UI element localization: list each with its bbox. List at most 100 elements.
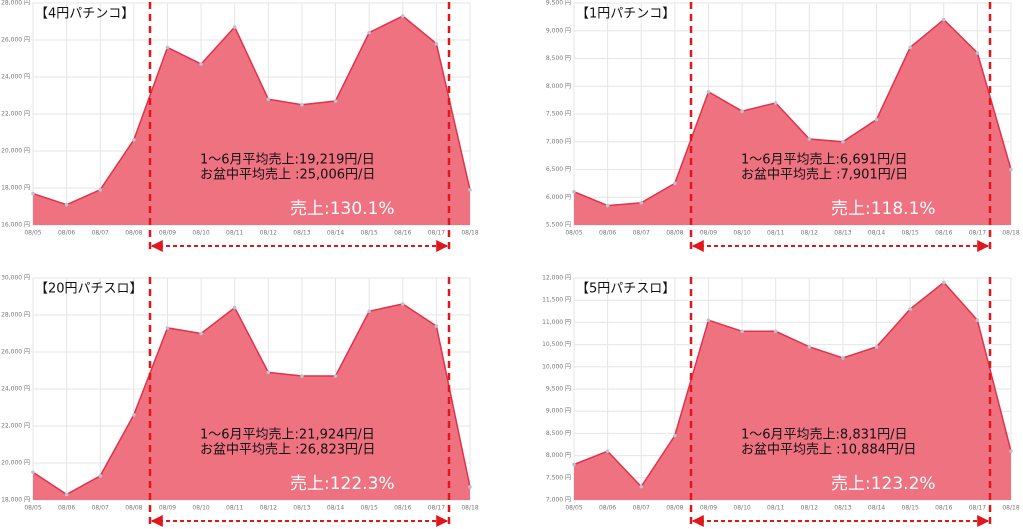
point [468, 188, 472, 192]
y-tick-label: 8,500 円 [546, 55, 571, 62]
x-tick-label: 08/18 [461, 505, 478, 512]
point [908, 307, 912, 311]
y-tick-label: 16,000 円 [1, 222, 30, 229]
point [1009, 167, 1013, 172]
point [605, 449, 610, 453]
x-tick-label: 08/11 [767, 505, 784, 512]
point [132, 138, 136, 142]
x-tick-label: 08/15 [902, 230, 919, 237]
point [941, 280, 946, 285]
area [33, 303, 470, 500]
x-tick-label: 08/17 [428, 505, 445, 512]
y-tick-label: 24,000 円 [1, 74, 30, 81]
x-tick-label: 08/09 [159, 505, 176, 512]
x-tick-label: 08/14 [327, 230, 344, 237]
x-tick-label: 08/08 [666, 230, 683, 237]
point [199, 331, 203, 336]
point [232, 305, 237, 310]
point [874, 117, 879, 122]
x-tick-label: 08/17 [969, 505, 986, 512]
x-tick-label: 08/10 [733, 505, 750, 512]
point [64, 492, 69, 497]
x-tick-label: 08/07 [92, 505, 109, 512]
point [807, 137, 812, 141]
panel: 5,500 円 6,000 円 6,500 円 7,000 円 7,500 円 8,000… [546, 0, 1020, 252]
point [673, 433, 677, 438]
y-tick-label: 10,500 円 [542, 341, 571, 348]
annotation: 1～6月平均売上:19,219円/日 [200, 152, 375, 168]
x-tick-label: 08/05 [24, 230, 41, 237]
y-tick-label: 7,500 円 [546, 474, 571, 481]
x-tick-label: 08/14 [327, 505, 344, 512]
x-tick-label: 08/17 [969, 230, 986, 237]
annotation: お盆中平均売上 :26,823円/日 [200, 442, 375, 458]
x-tick-label: 08/07 [92, 230, 109, 237]
point [333, 374, 338, 378]
point [31, 470, 35, 475]
y-tick-label: 5,500 円 [546, 222, 571, 229]
point [434, 41, 439, 46]
point [199, 62, 203, 66]
point [165, 45, 170, 50]
point [468, 485, 472, 489]
x-tick-label: 08/05 [565, 230, 582, 237]
point [639, 201, 644, 205]
panel-title: 【4円パチンコ】 [35, 7, 134, 22]
point [773, 329, 778, 334]
y-tick-label: 6,000 円 [546, 194, 571, 201]
y-tick-label: 8,500 円 [546, 430, 571, 437]
point [266, 370, 271, 375]
panel: 18,000 円 20,000 円 22,000 円 24,000 円 26,000 円… [1, 275, 479, 527]
y-tick-label: 8,000 円 [546, 83, 571, 90]
x-tick-label: 08/09 [700, 230, 717, 237]
point [740, 329, 744, 334]
x-tick-label: 08/16 [935, 230, 952, 237]
y-tick-label: 26,000 円 [1, 37, 30, 44]
y-tick-label: 20,000 円 [1, 460, 30, 467]
x-tick-label: 08/06 [599, 230, 616, 237]
x-tick-label: 08/10 [733, 230, 750, 237]
y-tick-label: 11,000 円 [542, 319, 571, 326]
x-tick-label: 08/11 [767, 230, 784, 237]
point [400, 14, 405, 18]
panel-title: 【5円パチスロ】 [576, 282, 675, 297]
point [64, 202, 69, 207]
x-tick-label: 08/08 [125, 505, 142, 512]
point [132, 413, 136, 417]
point [400, 302, 405, 306]
highlight-ratio: 売上:122.3% [290, 474, 395, 494]
x-tick-label: 08/05 [565, 505, 582, 512]
y-tick-label: 28,000 円 [1, 312, 30, 319]
y-tick-label: 22,000 円 [1, 423, 30, 430]
x-tick-label: 08/07 [633, 230, 650, 237]
point [740, 109, 744, 114]
point [1009, 449, 1013, 453]
highlight-ratio: 売上:123.2% [831, 474, 936, 494]
y-tick-label: 7,500 円 [546, 111, 571, 118]
x-tick-label: 08/08 [125, 230, 142, 237]
point [874, 345, 879, 349]
x-tick-label: 08/12 [801, 230, 818, 237]
y-tick-label: 28,000 円 [1, 0, 30, 7]
x-tick-label: 08/11 [226, 230, 243, 237]
point [31, 191, 35, 196]
y-tick-label: 22,000 円 [1, 111, 30, 118]
point [434, 324, 439, 328]
point [706, 90, 711, 94]
panel-title: 【20円パチスロ】 [35, 282, 143, 297]
x-tick-label: 08/13 [834, 505, 851, 512]
panel-title: 【1円パチンコ】 [576, 7, 675, 22]
annotation: 1～6月平均売上:8,831円/日 [741, 427, 908, 443]
x-tick-label: 08/10 [192, 505, 209, 512]
annotation: 1～6月平均売上:6,691円/日 [741, 152, 908, 168]
x-tick-label: 08/05 [24, 505, 41, 512]
point [773, 101, 778, 105]
y-tick-label: 24,000 円 [1, 386, 30, 393]
y-tick-label: 9,000 円 [546, 408, 571, 415]
x-tick-label: 08/18 [1002, 505, 1019, 512]
x-tick-label: 08/11 [226, 505, 243, 512]
x-tick-label: 08/06 [58, 505, 75, 512]
x-tick-label: 08/12 [260, 230, 277, 237]
y-tick-label: 12,000 円 [542, 275, 571, 282]
